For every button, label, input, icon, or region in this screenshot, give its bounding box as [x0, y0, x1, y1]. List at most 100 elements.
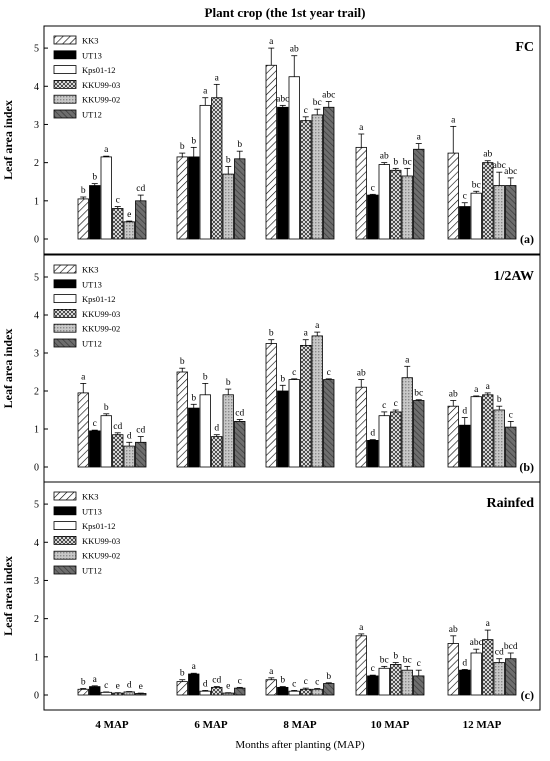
bar: [176, 156, 188, 240]
significance-letter: bc: [414, 389, 423, 399]
significance-letter: c: [292, 368, 296, 378]
bar: [135, 200, 147, 240]
bar: [199, 394, 211, 468]
bar: [211, 97, 223, 240]
bar: [355, 635, 367, 696]
significance-letter: a: [304, 329, 309, 339]
bar: [323, 106, 335, 240]
significance-letter: c: [104, 681, 108, 691]
legend-swatch: [53, 109, 77, 119]
significance-letter: b: [226, 378, 231, 388]
significance-letter: abc: [276, 94, 289, 104]
legend-swatch: [53, 323, 77, 333]
legend-label: UT12: [82, 110, 102, 120]
significance-letter: a: [486, 382, 491, 392]
panel-2: 0 1 2 3 4 5 Leaf area index 1/2AW (b) KK3 UT13 Kps0…: [1, 254, 541, 483]
significance-letter: bcd: [504, 642, 518, 652]
significance-letter: a: [192, 662, 197, 672]
bar: [300, 344, 312, 468]
significance-letter: a: [359, 623, 364, 633]
y-tick-label: 2: [34, 614, 39, 625]
x-tick-label: 12 MAP: [463, 719, 502, 731]
bar: [176, 681, 188, 696]
significance-letter: c: [394, 399, 398, 409]
panel-title: 1/2AW: [494, 269, 534, 284]
significance-letter: c: [327, 368, 331, 378]
significance-letter: abc: [504, 167, 517, 177]
bar: [367, 439, 379, 468]
y-tick-label: 2: [34, 387, 39, 398]
significance-letter: e: [226, 682, 230, 692]
bar: [300, 688, 312, 696]
legend-swatch: [53, 65, 77, 74]
legend-swatch: [53, 521, 77, 530]
significance-letter: a: [486, 619, 491, 629]
significance-letter: d: [462, 658, 467, 668]
bar: [401, 377, 413, 468]
bar: [413, 400, 425, 468]
legend-label: UT12: [82, 566, 102, 576]
bar: [459, 669, 471, 696]
y-axis-label: Leaf area index: [1, 100, 15, 180]
bar: [482, 394, 494, 468]
plot-frame: [43, 481, 541, 711]
significance-letter: d: [127, 431, 132, 441]
significance-letter: d: [203, 679, 208, 689]
bar: [493, 409, 505, 468]
y-tick-label: 4: [34, 82, 39, 93]
bar: [265, 343, 277, 468]
legend-swatch: [53, 50, 77, 60]
bar: [505, 426, 517, 468]
x-tick-label: 8 MAP: [283, 719, 317, 731]
bar: [470, 396, 482, 468]
significance-letter: b: [92, 173, 97, 183]
bar: [277, 686, 289, 696]
plot-frame: [43, 25, 541, 255]
x-tick-label: 10 MAP: [371, 719, 410, 731]
significance-letter: b: [226, 155, 231, 165]
bar: [265, 679, 277, 696]
bar: [277, 390, 289, 468]
panel-label: (b): [519, 460, 534, 474]
bar: [288, 76, 300, 240]
significance-letter: b: [393, 652, 398, 662]
legend-swatch: [53, 294, 77, 304]
legend-label: KK3: [82, 492, 99, 502]
bar: [89, 185, 101, 240]
significance-letter: d: [214, 424, 219, 434]
bar: [355, 386, 367, 468]
significance-letter: a: [269, 37, 274, 47]
legend-label: KKU99-03: [82, 536, 120, 546]
significance-letter: c: [417, 659, 421, 669]
legend-label: Kps01-12: [82, 65, 116, 75]
significance-letter: bc: [313, 98, 322, 108]
bar: [390, 169, 402, 240]
significance-letter: cd: [136, 184, 145, 194]
legend-label: KKU99-02: [82, 551, 120, 561]
panels-group: 0 1 2 3 4 5 Leaf area index FC (a) KK3 UT13 Kps01-1…: [1, 25, 541, 731]
y-tick-label: 5: [34, 500, 39, 511]
bar: [176, 371, 188, 468]
bar: [265, 64, 277, 240]
significance-letter: a: [93, 675, 98, 685]
panel-title: FC: [515, 40, 534, 55]
significance-letter: c: [292, 679, 296, 689]
bar: [135, 693, 147, 696]
significance-letter: c: [509, 410, 513, 420]
significance-letter: c: [371, 183, 375, 193]
bar: [413, 148, 425, 240]
bar: [390, 411, 402, 468]
x-tick-label: 6 MAP: [194, 719, 228, 731]
significance-letter: c: [116, 196, 120, 206]
bar: [222, 692, 234, 696]
legend-label: UT13: [82, 279, 102, 289]
significance-letter: b: [393, 157, 398, 167]
bar: [378, 164, 390, 240]
significance-letter: b: [280, 374, 285, 384]
panel-label: (c): [521, 688, 534, 702]
significance-letter: c: [238, 676, 242, 686]
significance-letter: d: [462, 407, 467, 417]
bar: [234, 687, 246, 696]
bar: [470, 652, 482, 696]
y-tick-label: 4: [34, 538, 39, 549]
